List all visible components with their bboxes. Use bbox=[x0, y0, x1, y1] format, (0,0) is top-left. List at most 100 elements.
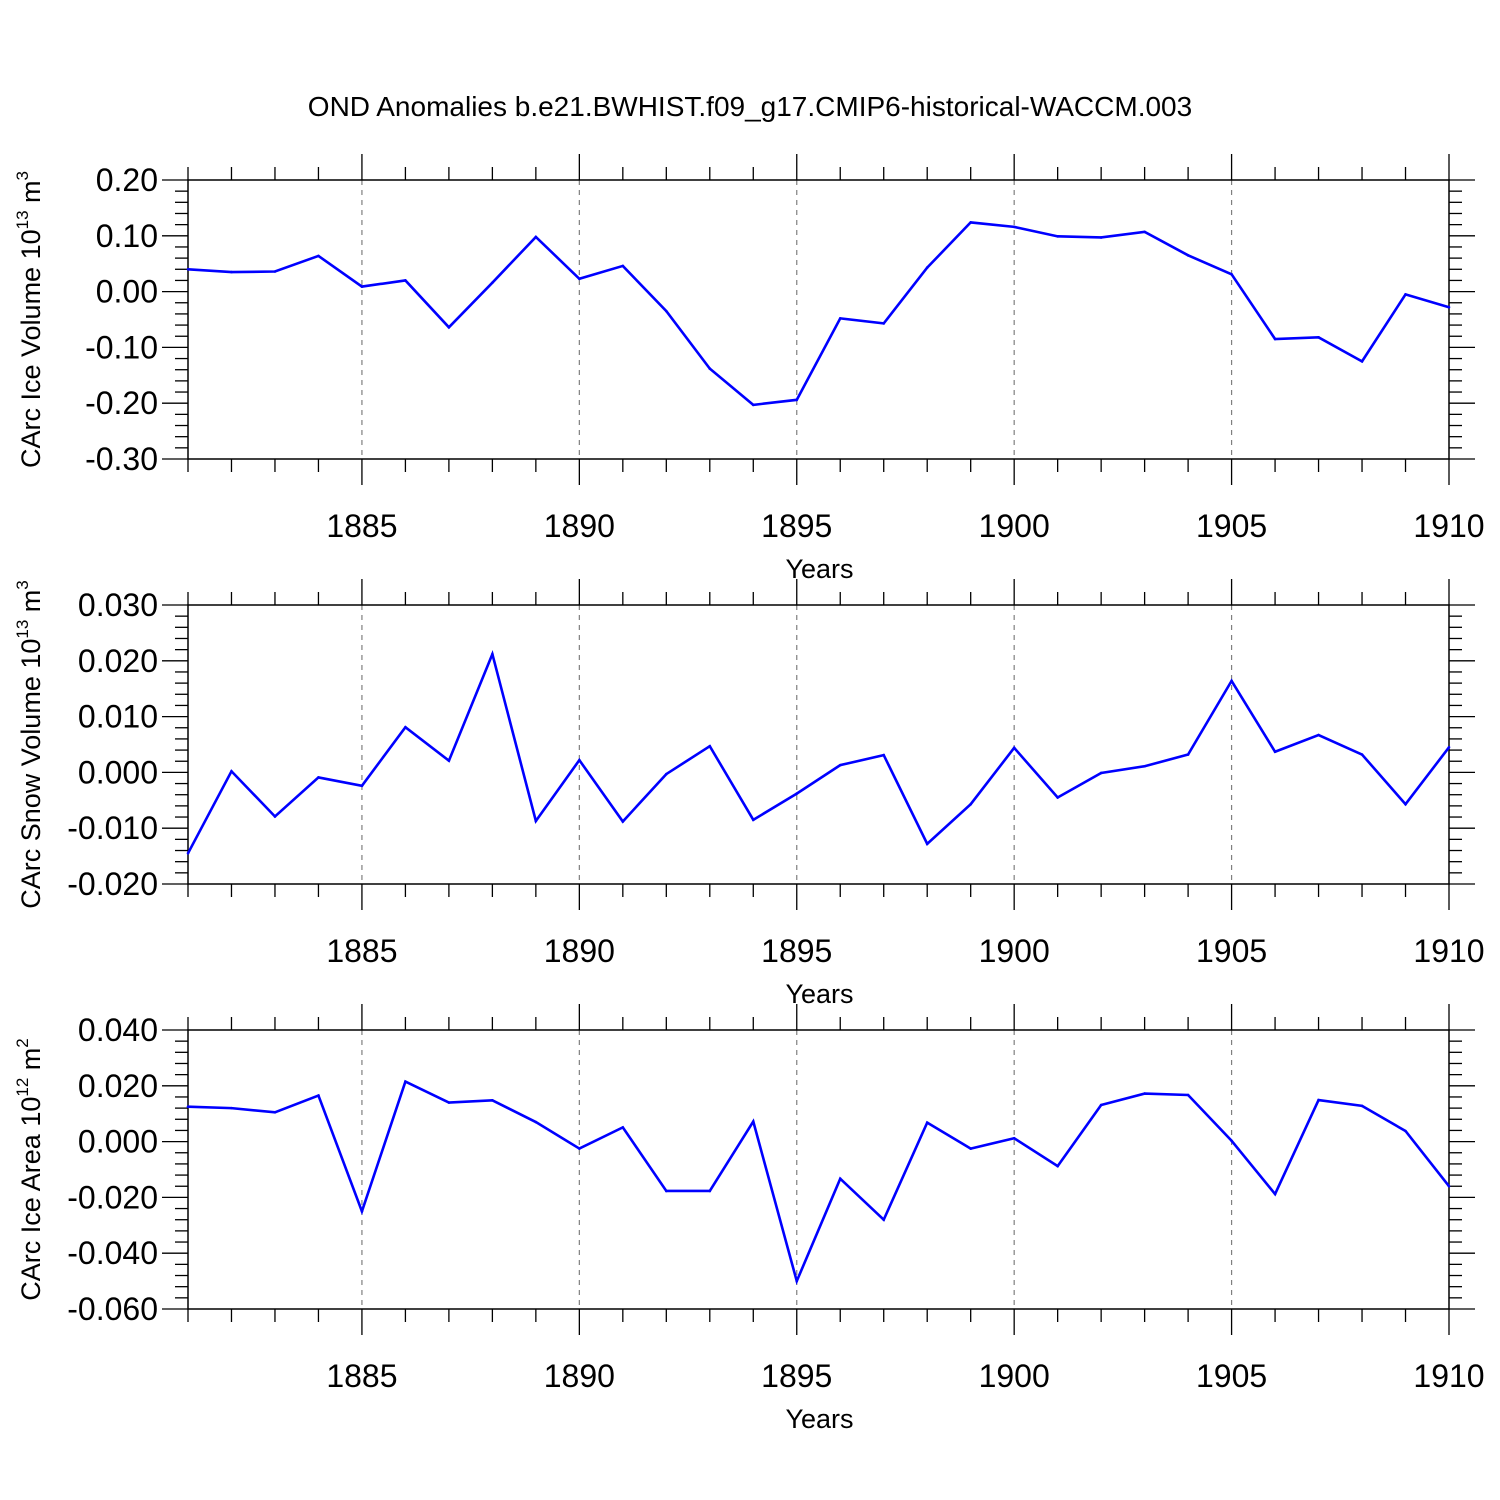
figure-title: OND Anomalies b.e21.BWHIST.f09_g17.CMIP6… bbox=[308, 91, 1192, 122]
data-point bbox=[708, 367, 712, 370]
data-point bbox=[1099, 236, 1103, 239]
data-point bbox=[621, 1126, 625, 1129]
y-tick-label: 0.00 bbox=[96, 274, 158, 310]
data-point bbox=[317, 776, 320, 779]
y-tick-label: 0.010 bbox=[78, 699, 158, 735]
y-axis-label: CArc Snow Volume 1013 m3 bbox=[13, 580, 46, 909]
data-point bbox=[838, 1177, 842, 1181]
y-label-unit: m bbox=[16, 180, 46, 210]
y-axis-label: CArc Ice Volume 1013 m3 bbox=[13, 171, 46, 468]
data-point bbox=[491, 1099, 494, 1102]
data-point bbox=[1230, 679, 1233, 683]
data-point bbox=[1317, 336, 1320, 339]
data-point bbox=[795, 1279, 799, 1283]
data-point bbox=[621, 820, 625, 823]
data-point bbox=[273, 270, 277, 273]
data-point bbox=[230, 270, 233, 274]
data-point bbox=[1317, 1098, 1320, 1102]
y-tick-label: -0.060 bbox=[67, 1291, 158, 1327]
data-point bbox=[1447, 305, 1451, 309]
data-point bbox=[186, 267, 190, 271]
data-point bbox=[1273, 750, 1277, 754]
data-point bbox=[273, 1111, 277, 1114]
data-point bbox=[1273, 337, 1277, 341]
chart-panel-2: 0.030 0.020 0.010 0.000 -0.010 -0.020 1885 1890… bbox=[13, 579, 1485, 1009]
data-point bbox=[578, 758, 581, 762]
y-tick-label: 0.10 bbox=[96, 218, 158, 254]
plot-frame bbox=[187, 1029, 1450, 1310]
data-point bbox=[621, 264, 625, 268]
y-tick-label: -0.020 bbox=[67, 866, 158, 902]
data-point bbox=[1360, 1104, 1364, 1108]
x-axis-label: Years bbox=[785, 1404, 853, 1434]
data-point bbox=[882, 1218, 886, 1222]
y-tick-label: -0.20 bbox=[85, 385, 158, 421]
data-point bbox=[751, 1120, 755, 1123]
y-label-text: CArc Snow Volume 10 bbox=[16, 639, 46, 909]
data-point bbox=[795, 398, 799, 402]
data-point bbox=[1317, 733, 1320, 737]
y-label-unit: m bbox=[16, 590, 46, 620]
x-tick-label: 1900 bbox=[979, 508, 1050, 544]
data-point bbox=[1273, 1192, 1277, 1196]
x-tick-label: 1910 bbox=[1413, 933, 1484, 969]
y-tick-label: -0.010 bbox=[67, 810, 158, 846]
data-point bbox=[317, 254, 320, 258]
x-tick-label: 1905 bbox=[1196, 508, 1267, 544]
y-label-exponent: 12 bbox=[13, 1078, 32, 1097]
x-tick-label: 1885 bbox=[326, 1358, 397, 1394]
data-point bbox=[665, 772, 668, 776]
data-point bbox=[665, 309, 668, 313]
series-line bbox=[186, 649, 1451, 854]
data-point bbox=[1012, 1136, 1016, 1140]
data-point bbox=[1404, 802, 1407, 806]
data-point bbox=[534, 1120, 538, 1124]
data-point bbox=[1143, 1092, 1146, 1095]
y-label-unit: m bbox=[16, 1048, 46, 1078]
x-tick-label: 1890 bbox=[544, 1358, 615, 1394]
y-label-exponent: 13 bbox=[13, 210, 32, 229]
data-point bbox=[447, 326, 451, 329]
data-point bbox=[404, 725, 407, 729]
data-point bbox=[534, 235, 538, 239]
data-point bbox=[1056, 235, 1059, 238]
chart-panels: 0.20 0.10 0.00 -0.10 -0.20 -0.30 1885 1890 1895 1… bbox=[13, 154, 1485, 1434]
data-point bbox=[273, 815, 277, 818]
data-point bbox=[838, 763, 842, 767]
x-tick-label: 1895 bbox=[761, 1358, 832, 1394]
data-point bbox=[360, 285, 364, 288]
y-label-unit-exponent: 3 bbox=[13, 171, 32, 180]
plot-frame bbox=[187, 179, 1450, 460]
chart-panel-3: 0.040 0.020 0.000 -0.020 -0.040 -0.060 1885 189… bbox=[13, 1004, 1485, 1434]
data-point bbox=[1143, 764, 1146, 768]
data-point bbox=[665, 1189, 668, 1193]
data-point bbox=[751, 818, 755, 822]
y-label-unit-exponent: 3 bbox=[13, 580, 32, 589]
data-point bbox=[925, 1121, 929, 1124]
data-point bbox=[447, 1101, 451, 1104]
x-tick-label: 1885 bbox=[326, 933, 397, 969]
x-tick-label: 1890 bbox=[544, 508, 615, 544]
data-point bbox=[1012, 225, 1016, 229]
y-tick-label: 0.040 bbox=[78, 1012, 158, 1048]
x-axis-label: Years bbox=[785, 979, 853, 1009]
data-point bbox=[230, 1106, 233, 1110]
y-tick-label: 0.20 bbox=[96, 162, 158, 198]
y-tick-label: 0.020 bbox=[78, 643, 158, 679]
data-point bbox=[882, 753, 886, 757]
data-point bbox=[360, 1210, 364, 1213]
data-point bbox=[925, 266, 929, 269]
y-label-exponent: 13 bbox=[13, 620, 32, 639]
y-tick-label: -0.020 bbox=[67, 1179, 158, 1215]
y-label-text: CArc Ice Volume 10 bbox=[16, 229, 46, 468]
data-point bbox=[534, 819, 538, 823]
x-tick-label: 1910 bbox=[1413, 1358, 1484, 1394]
data-point bbox=[1230, 273, 1233, 276]
data-point bbox=[186, 852, 190, 855]
data-point bbox=[1186, 254, 1190, 257]
y-tick-label: -0.10 bbox=[85, 329, 158, 365]
data-point bbox=[708, 1189, 712, 1193]
x-tick-label: 1885 bbox=[326, 508, 397, 544]
data-point bbox=[708, 744, 712, 748]
data-point bbox=[1360, 360, 1364, 363]
